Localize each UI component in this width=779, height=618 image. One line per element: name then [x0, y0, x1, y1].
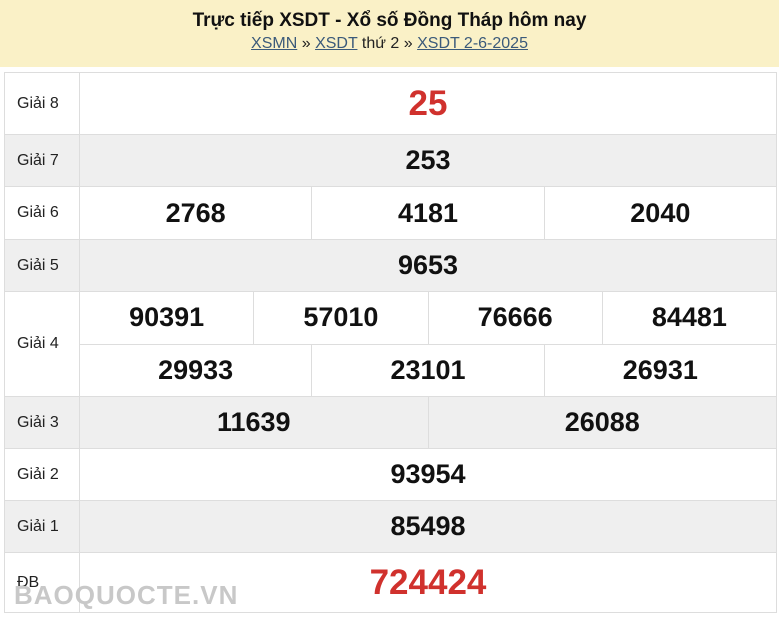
- result-row: Giải 7 253: [5, 135, 776, 187]
- prize-label: Giải 8: [5, 73, 80, 134]
- prize-label: Giải 5: [5, 240, 80, 291]
- result-row: Giải 3 11639 26088: [5, 397, 776, 449]
- prize-number: 2768: [165, 197, 226, 228]
- prize-number: 4181: [311, 187, 543, 239]
- prize-number: 85498: [390, 511, 466, 541]
- breadcrumb-separator: »: [399, 35, 418, 52]
- prize-label: Giải 6: [5, 187, 80, 239]
- prize-number: 724424: [369, 562, 487, 602]
- result-row: Giải 6 2768 4181 2040: [5, 187, 776, 240]
- prize-number: 26931: [543, 344, 776, 396]
- prize-number: 26088: [427, 397, 777, 448]
- prize-number: 9653: [397, 250, 459, 280]
- breadcrumb-xsdt-link[interactable]: XSDT: [315, 35, 358, 52]
- prize-number: 253: [405, 145, 451, 175]
- breadcrumb-day-text: thứ 2: [357, 35, 400, 52]
- page-header: Trực tiếp XSDT - Xổ số Đồng Tháp hôm nay…: [0, 0, 779, 67]
- prize-number: 93954: [390, 459, 466, 489]
- result-row: Giải 2 93954: [5, 449, 776, 501]
- prize-label: Giải 2: [5, 449, 80, 500]
- prize-number: 84481: [601, 292, 776, 344]
- prize-label: Giải 7: [5, 135, 80, 186]
- breadcrumb: XSMN » XSDT thứ 2 » XSDT 2-6-2025: [0, 33, 779, 55]
- prize-number: 90391: [129, 302, 205, 333]
- result-row: Giải 1 85498: [5, 501, 776, 553]
- prize-label: Giải 1: [5, 501, 80, 552]
- prize-label: ĐB: [5, 553, 80, 612]
- prize-number: 29933: [158, 354, 234, 385]
- prize-label: Giải 4: [5, 292, 80, 396]
- page-title: Trực tiếp XSDT - Xổ số Đồng Tháp hôm nay: [192, 10, 587, 31]
- prize-number: 57010: [253, 292, 427, 344]
- prize-number: 23101: [311, 344, 543, 396]
- result-row: Giải 8 25: [5, 73, 776, 135]
- prize-number: 11639: [216, 407, 291, 437]
- prize-label: Giải 3: [5, 397, 80, 448]
- watermark: BAOQUOCTE.VN: [14, 580, 239, 610]
- breadcrumb-date-link[interactable]: XSDT 2-6-2025: [417, 35, 528, 52]
- prize-number: 76666: [427, 292, 602, 344]
- breadcrumb-xsmn-link[interactable]: XSMN: [251, 35, 298, 52]
- result-row: Giải 4 90391 57010 76666 84481 29933 23101 2693…: [5, 292, 776, 397]
- prize-number: 2040: [543, 187, 776, 239]
- breadcrumb-separator: »: [297, 35, 316, 52]
- prize-number: 25: [408, 83, 448, 123]
- result-row: Giải 5 9653: [5, 240, 776, 292]
- result-row: ĐB 724424: [5, 553, 776, 613]
- results-table: Giải 8 25 Giải 7 253 Giải 6 2768 4181 2040 Giải …: [4, 72, 777, 613]
